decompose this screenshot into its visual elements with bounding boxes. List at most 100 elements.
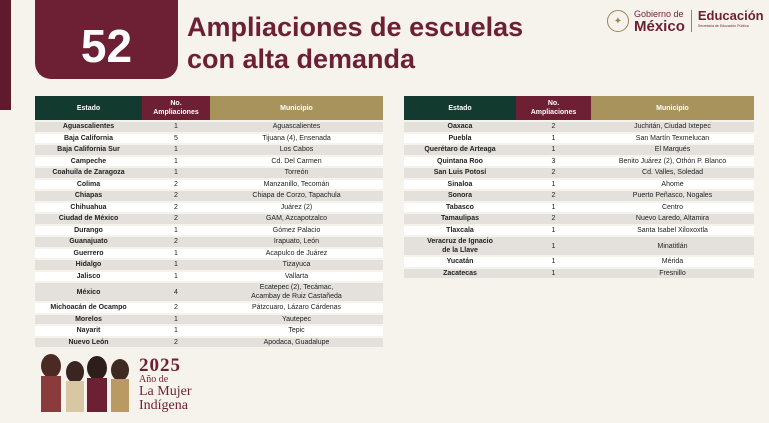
table-row: México 4 Ecatepec (2), Tecámac, Acambay de … bbox=[35, 283, 383, 301]
estado-text: Guerrero bbox=[73, 249, 104, 257]
table-row: Coahuila de Zaragoza 1 Torreón bbox=[35, 168, 383, 178]
municipio-text: Nuevo Laredo, Altamira bbox=[635, 215, 710, 223]
estado-text: Colima bbox=[76, 180, 101, 188]
year-line-3: La Mujer bbox=[139, 384, 192, 399]
cell-estado: Aguascalientes bbox=[35, 122, 142, 132]
gobierno-line-1: Gobierno de bbox=[634, 8, 684, 19]
table-row: Querétaro de Arteaga 1 El Marqués bbox=[404, 145, 754, 155]
municipio-text: Gómez Palacio bbox=[272, 226, 321, 234]
left-table: Estado No. Ampliaciones Municipio Aguasc… bbox=[35, 94, 383, 349]
municipio-text: San Martín Texmelucan bbox=[635, 134, 710, 142]
cell-num: 2 bbox=[142, 214, 210, 224]
header-num-line-1: No. bbox=[170, 100, 182, 107]
header-num-line-1: No. bbox=[547, 100, 560, 107]
estado-text: Chihuahua bbox=[70, 203, 107, 211]
cell-municipio: Irapuato, León bbox=[210, 237, 383, 247]
right-table: Estado No. Ampliaciones Municipio Oaxaca… bbox=[404, 94, 754, 280]
title-line-2: con alta demanda bbox=[187, 44, 416, 74]
table-row: Zacatecas 1 Fresnillo bbox=[404, 268, 754, 278]
cell-num: 2 bbox=[142, 303, 210, 313]
cell-num: 1 bbox=[142, 145, 210, 155]
estado-text: Morelos bbox=[75, 315, 102, 323]
cell-num: 2 bbox=[142, 237, 210, 247]
cell-num: 1 bbox=[142, 260, 210, 270]
estado-text: Hidalgo bbox=[75, 261, 102, 269]
estado-text: Yucatán bbox=[446, 258, 474, 266]
cell-municipio: Tepic bbox=[210, 326, 383, 336]
cell-estado: México bbox=[35, 283, 142, 301]
cell-estado: Sinaloa bbox=[404, 179, 516, 189]
header-num-line-2: Ampliaciones bbox=[153, 109, 199, 116]
cell-municipio: El Marqués bbox=[591, 145, 754, 155]
municipio-text: Acapulco de Juárez bbox=[265, 249, 328, 257]
table-row: Sonora 2 Puerto Peñasco, Nogales bbox=[404, 191, 754, 201]
municipio-text: Los Cabos bbox=[279, 146, 314, 154]
cell-estado: Durango bbox=[35, 225, 142, 235]
table-row: Aguascalientes 1 Aguascalientes bbox=[35, 122, 383, 132]
cell-estado: Quintana Roo bbox=[404, 156, 516, 166]
cell-municipio: GAM, Azcapotzalco bbox=[210, 214, 383, 224]
cell-municipio: Fresnillo bbox=[591, 268, 754, 278]
cell-estado: Ciudad de México bbox=[35, 214, 142, 224]
cell-num: 2 bbox=[516, 191, 591, 201]
cell-num: 1 bbox=[142, 326, 210, 336]
cell-municipio: Acapulco de Juárez bbox=[210, 248, 383, 258]
cell-num: 1 bbox=[516, 268, 591, 278]
estado-text: Zacatecas bbox=[443, 269, 477, 277]
municipio-text: Santa Isabel Xiloxoxtla bbox=[637, 226, 708, 234]
estado-text: Oaxaca bbox=[447, 123, 473, 131]
municipio-text: Minatitlán bbox=[657, 242, 688, 250]
municipio-text: Vallarta bbox=[284, 272, 309, 280]
cell-num: 1 bbox=[142, 314, 210, 324]
cell-estado: Guerrero bbox=[35, 248, 142, 258]
cell-estado: Chiapas bbox=[35, 191, 142, 201]
cell-estado: Oaxaca bbox=[404, 122, 516, 132]
estado-text: Jalisco bbox=[76, 272, 101, 280]
cell-municipio: Gómez Palacio bbox=[210, 225, 383, 235]
header-num-line-2: Ampliaciones bbox=[530, 109, 577, 116]
cell-municipio: Santa Isabel Xiloxoxtla bbox=[591, 225, 754, 235]
estado-text: Tabasco bbox=[446, 203, 474, 211]
seal-icon: ✦ bbox=[607, 10, 629, 32]
header-num: No. Ampliaciones bbox=[142, 96, 210, 120]
cell-municipio: Cd. Del Carmen bbox=[210, 156, 383, 166]
cell-municipio: Pátzcuaro, Lázaro Cárdenas bbox=[210, 303, 383, 313]
municipio-text: Juárez (2) bbox=[280, 203, 313, 211]
table-row: Nuevo León 2 Apodaca, Guadalupe bbox=[35, 337, 383, 347]
estado-text: Veracruz de Ignacio bbox=[427, 238, 493, 245]
header-estado: Estado bbox=[404, 96, 516, 120]
estado-text: Aguascalientes bbox=[62, 123, 115, 131]
estado-text: Sonora bbox=[447, 192, 473, 200]
table-row: Oaxaca 2 Juchitán, Ciudad Ixtepec bbox=[404, 122, 754, 132]
cell-municipio: Aguascalientes bbox=[210, 122, 383, 132]
cell-municipio: Tijuana (4), Ensenada bbox=[210, 133, 383, 143]
municipio-text: Apodaca, Guadalupe bbox=[263, 338, 330, 346]
table-row: Nayarit 1 Tepic bbox=[35, 326, 383, 336]
table-header-row: Estado No. Ampliaciones Municipio bbox=[35, 96, 383, 120]
cell-estado: Tlaxcala bbox=[404, 225, 516, 235]
table-row: Chihuahua 2 Juárez (2) bbox=[35, 202, 383, 212]
estado-text: Guanajuato bbox=[69, 238, 108, 246]
cell-num: 5 bbox=[142, 133, 210, 143]
year-motto: 2025 Año de La Mujer Indígena bbox=[139, 356, 191, 413]
cell-municipio: Juárez (2) bbox=[210, 202, 383, 212]
cell-estado: Nayarit bbox=[35, 326, 142, 336]
table-row: Sinaloa 1 Ahome bbox=[404, 179, 754, 189]
cell-municipio: Mérida bbox=[591, 257, 754, 267]
year-number: 2025 bbox=[139, 355, 181, 376]
cell-num: 1 bbox=[516, 202, 591, 212]
municipio-text: Pátzcuaro, Lázaro Cárdenas bbox=[251, 304, 342, 312]
cell-num: 1 bbox=[516, 257, 591, 267]
cell-num: 3 bbox=[516, 156, 591, 166]
cell-estado: Hidalgo bbox=[35, 260, 142, 270]
sep-line-1: Educación bbox=[697, 8, 764, 23]
cell-municipio: Ahome bbox=[591, 179, 754, 189]
cell-municipio: Tizayuca bbox=[210, 260, 383, 270]
cell-estado: Campeche bbox=[35, 156, 142, 166]
cell-municipio: Cd. Valles, Soledad bbox=[591, 168, 754, 178]
estado-text: Tamaulipas bbox=[441, 215, 479, 223]
cell-municipio: Yautepec bbox=[210, 314, 383, 324]
cell-estado: Tamaulipas bbox=[404, 214, 516, 224]
cell-municipio: Los Cabos bbox=[210, 145, 383, 155]
municipio-text: Ecatepec (2), Tecámac, bbox=[259, 284, 334, 291]
